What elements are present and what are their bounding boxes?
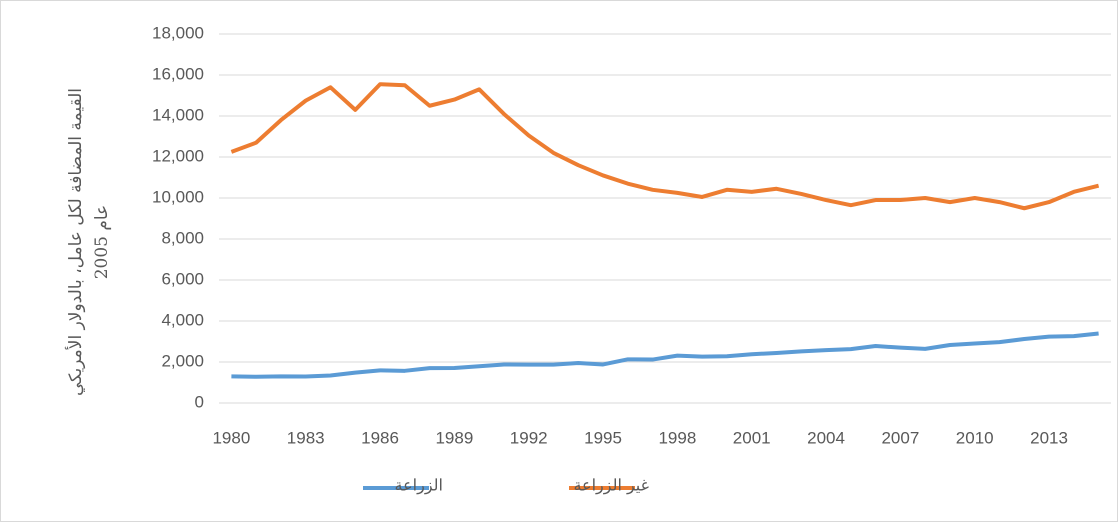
x-tick-label: 2013 [1030,428,1068,447]
x-tick-label: 1995 [584,428,622,447]
x-tick-label: 1986 [361,428,399,447]
legend-label: الزراعة [395,476,443,495]
x-tick-label: 2007 [881,428,919,447]
series-line [231,331,1099,379]
x-tick-label: 1980 [212,428,250,447]
legend-label: غير الزراعة [573,476,649,495]
x-tick-label: 2004 [807,428,845,447]
y-axis-label: القيمة المضافة لكل عامل، بالدولار الأمري… [66,87,112,397]
x-tick-label: 1992 [510,428,548,447]
x-tick-label: 1998 [658,428,696,447]
y-tick-label: 2,000 [161,351,204,370]
x-tick-label: 1983 [287,428,325,447]
y-tick-label: 4,000 [161,310,204,329]
x-tick-label: 2010 [956,428,994,447]
y-tick-label: 8,000 [161,228,204,247]
y-tick-label: 12,000 [152,146,204,165]
y-tick-label: 6,000 [161,269,204,288]
y-tick-label: 0 [195,392,204,411]
y-tick-label: 10,000 [152,187,204,206]
x-tick-label: 2001 [733,428,771,447]
y-tick-label: 16,000 [152,64,204,83]
series-line [230,82,1100,211]
y-tick-label: 18,000 [152,23,204,42]
y-tick-label: 14,000 [152,105,204,124]
x-tick-label: 1989 [435,428,473,447]
